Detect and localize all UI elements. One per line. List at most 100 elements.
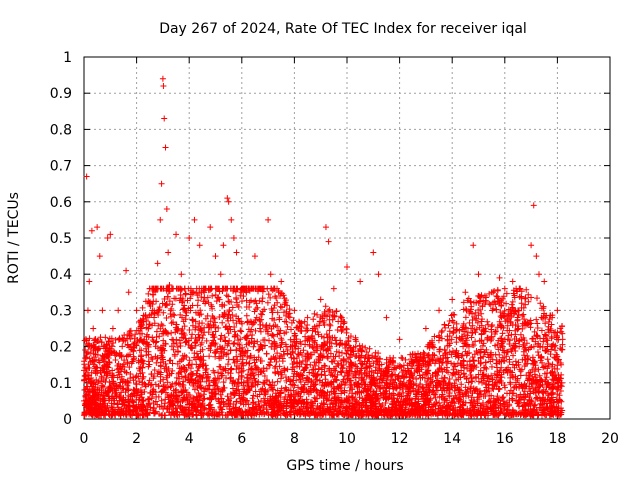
x-tick-label: 10 (338, 431, 356, 447)
cloud-point (478, 311, 484, 317)
cloud-point (471, 357, 477, 363)
cloud-point (243, 359, 249, 365)
cloud-point (233, 347, 239, 353)
cloud-point (432, 395, 438, 401)
cloud-point (327, 321, 333, 327)
cloud-point (506, 341, 512, 347)
cloud-point (445, 369, 451, 375)
cloud-point (138, 347, 144, 353)
cloud-point (525, 299, 531, 305)
y-tick-labels: 00.10.20.30.40.50.60.70.80.91 (50, 50, 72, 428)
cloud-point (264, 286, 270, 292)
cloud-point (169, 320, 175, 326)
y-tick-label: 0.5 (50, 231, 72, 247)
cloud-point (154, 338, 160, 344)
cloud-point (267, 362, 273, 368)
cloud-point (322, 372, 328, 378)
cloud-point (283, 319, 289, 325)
cloud-point (294, 360, 300, 366)
cloud-point (313, 396, 319, 402)
cloud-point (518, 332, 524, 338)
cloud-point (145, 291, 151, 297)
cloud-point (472, 338, 478, 344)
cloud-point (126, 380, 132, 386)
x-tick-label: 20 (601, 431, 619, 447)
cloud-point (231, 340, 237, 346)
cloud-point (182, 286, 188, 292)
cloud-point (259, 312, 265, 318)
cloud-point (201, 295, 207, 301)
cloud-point (204, 366, 210, 372)
cloud-point (163, 315, 169, 321)
y-tick-label: 0.2 (50, 340, 72, 356)
cloud-point (454, 321, 460, 327)
cloud-point (238, 328, 244, 334)
cloud-point (153, 298, 159, 304)
cloud-point (281, 352, 287, 358)
cloud-point (509, 397, 515, 403)
y-tick-label: 0.8 (50, 122, 72, 138)
cloud-point (224, 292, 230, 298)
cloud-point (463, 307, 469, 313)
cloud-point (325, 354, 331, 360)
cloud-point (310, 316, 316, 322)
y-tick-label: 1 (63, 50, 72, 66)
cloud-point (171, 312, 177, 318)
cloud-point (225, 294, 231, 300)
y-tick-label: 0.1 (50, 376, 72, 392)
cloud-point (254, 305, 260, 311)
y-tick-label: 0.7 (50, 159, 72, 175)
cloud-point (266, 291, 272, 297)
cloud-point (170, 337, 176, 343)
cloud-point (119, 343, 125, 349)
cloud-point (189, 317, 195, 323)
cloud-point (102, 334, 108, 340)
cloud-point (228, 367, 234, 373)
cloud-point (186, 327, 192, 333)
cloud-point (280, 358, 286, 364)
cloud-point (509, 302, 515, 308)
y-tick-label: 0.6 (50, 195, 72, 211)
cloud-point (467, 320, 473, 326)
cloud-point (254, 339, 260, 345)
chart-title: Day 267 of 2024, Rate Of TEC Index for r… (159, 21, 527, 37)
cloud-point (500, 330, 506, 336)
cloud-point (260, 380, 266, 386)
cloud-point (327, 327, 333, 333)
cloud-point (468, 304, 474, 310)
cloud-point (220, 412, 226, 418)
cloud-point (545, 356, 551, 362)
cloud-point (158, 321, 164, 327)
cloud-point (195, 297, 201, 303)
cloud-point (534, 295, 540, 301)
x-tick-label: 2 (132, 431, 141, 447)
cloud-point (167, 358, 173, 364)
cloud-point (497, 386, 503, 392)
x-tick-label: 4 (185, 431, 194, 447)
cloud-point (463, 314, 469, 320)
cloud-point (274, 350, 280, 356)
cloud-point (534, 321, 540, 327)
x-tick-label: 0 (80, 431, 89, 447)
cloud-point (260, 295, 266, 301)
x-tick-label: 16 (496, 431, 514, 447)
cloud-point (304, 350, 310, 356)
cloud-point (219, 320, 225, 326)
cloud-point (214, 298, 220, 304)
cloud-point (543, 347, 549, 353)
cloud-point (178, 343, 184, 349)
cloud-point (344, 326, 350, 332)
cloud-point (200, 353, 206, 359)
cloud-point (264, 351, 270, 357)
y-tick-label: 0.4 (50, 267, 72, 283)
cloud-point (206, 353, 212, 359)
cloud-point (520, 311, 526, 317)
cloud-point (327, 323, 333, 329)
cloud-point (439, 328, 445, 334)
cloud-point (367, 346, 373, 352)
cloud-point (522, 302, 528, 308)
x-tick-label: 14 (443, 431, 461, 447)
